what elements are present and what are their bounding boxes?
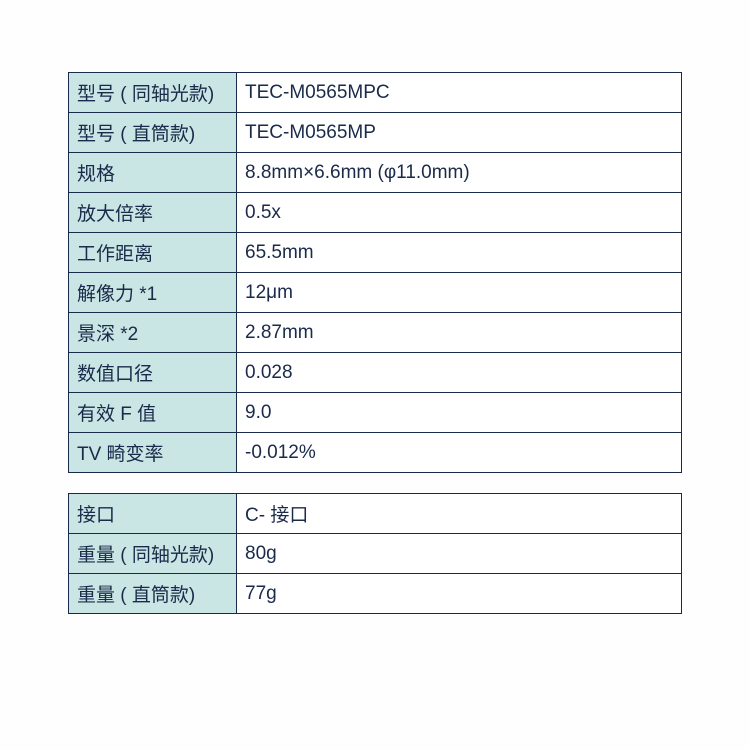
spec-label: 型号 ( 同轴光款) [69,73,237,113]
spec-value: 0.028 [237,353,682,393]
spec-table-main: 型号 ( 同轴光款)TEC-M0565MPC型号 ( 直筒款)TEC-M0565… [68,72,682,473]
spec-label: 重量 ( 同轴光款) [69,534,237,574]
table-row: 工作距离65.5mm [69,233,682,273]
spec-value: TEC-M0565MPC [237,73,682,113]
spec-label: 重量 ( 直筒款) [69,574,237,614]
spec-value: 65.5mm [237,233,682,273]
spec-value: C- 接口 [237,494,682,534]
spec-value: 80g [237,534,682,574]
spec-label: 有效 F 值 [69,393,237,433]
spec-value: TEC-M0565MP [237,113,682,153]
table-row: 数值口径0.028 [69,353,682,393]
table-row: 有效 F 值9.0 [69,393,682,433]
table-row: 重量 ( 同轴光款)80g [69,534,682,574]
table-row: 型号 ( 同轴光款)TEC-M0565MPC [69,73,682,113]
spec-value: 77g [237,574,682,614]
spec-value: 8.8mm×6.6mm (φ11.0mm) [237,153,682,193]
spec-value: -0.012% [237,433,682,473]
spec-label: 工作距离 [69,233,237,273]
spec-label: 型号 ( 直筒款) [69,113,237,153]
table-row: 规格8.8mm×6.6mm (φ11.0mm) [69,153,682,193]
table-row: 型号 ( 直筒款)TEC-M0565MP [69,113,682,153]
spec-label: 规格 [69,153,237,193]
spec-label: 景深 *2 [69,313,237,353]
spec-table-secondary: 接口C- 接口重量 ( 同轴光款)80g重量 ( 直筒款)77g [68,493,682,614]
table-row: 景深 *22.87mm [69,313,682,353]
spec-label: 放大倍率 [69,193,237,233]
table-row: 重量 ( 直筒款)77g [69,574,682,614]
table-row: 接口C- 接口 [69,494,682,534]
spec-value: 9.0 [237,393,682,433]
spec-label: TV 畸变率 [69,433,237,473]
spec-value: 2.87mm [237,313,682,353]
spec-value: 0.5x [237,193,682,233]
spec-value: 12μm [237,273,682,313]
spec-table-secondary-body: 接口C- 接口重量 ( 同轴光款)80g重量 ( 直筒款)77g [69,494,682,614]
table-row: 放大倍率0.5x [69,193,682,233]
spec-label: 解像力 *1 [69,273,237,313]
spec-label: 数值口径 [69,353,237,393]
table-row: 解像力 *112μm [69,273,682,313]
spec-label: 接口 [69,494,237,534]
table-row: TV 畸变率-0.012% [69,433,682,473]
spec-table-main-body: 型号 ( 同轴光款)TEC-M0565MPC型号 ( 直筒款)TEC-M0565… [69,73,682,473]
